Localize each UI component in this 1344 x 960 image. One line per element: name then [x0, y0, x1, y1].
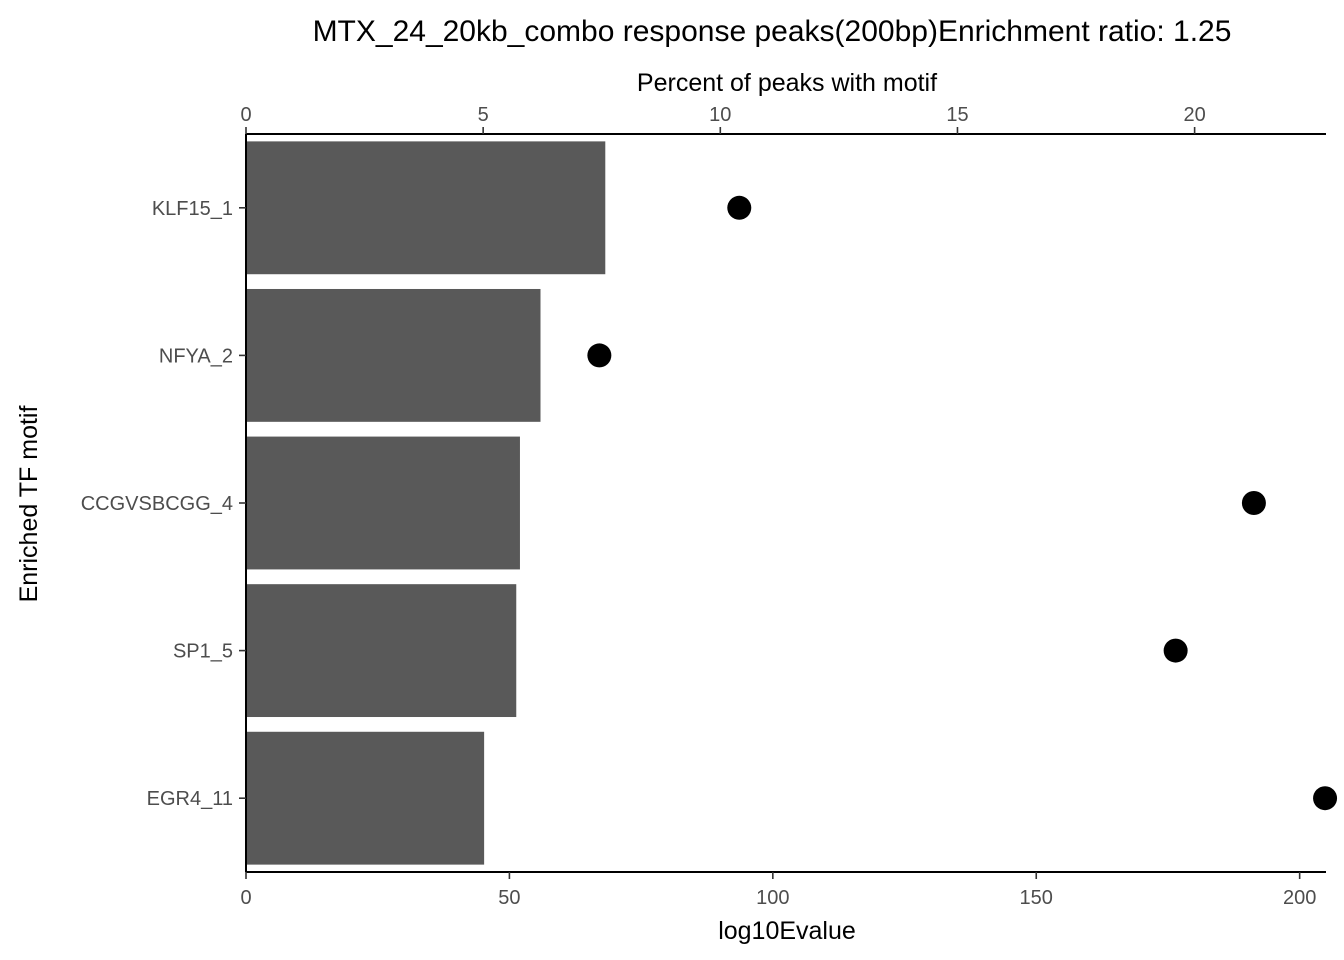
bar-nfya-2	[246, 288, 541, 422]
bottom-axis-tick-label: 100	[756, 887, 789, 909]
top-axis-tick-label: 20	[1183, 104, 1205, 126]
bar-klf15-1	[246, 141, 606, 275]
point-klf15-1	[727, 195, 752, 220]
top-axis-tick-label: 5	[478, 104, 489, 126]
y-axis-tick-label: NFYA_2	[159, 345, 233, 367]
bottom-axis-tick-label: 200	[1283, 887, 1316, 909]
point-sp1-5	[1163, 638, 1188, 663]
bottom-axis-tick-label: 50	[498, 887, 520, 909]
top-axis-tick-label: 0	[240, 104, 251, 126]
y-axis-tick-label: EGR4_11	[147, 788, 233, 810]
bars-layer	[246, 141, 606, 865]
y-axis-tick-label: KLF15_1	[152, 198, 233, 220]
y-axis-tick-label: SP1_5	[173, 641, 233, 663]
points-layer	[587, 195, 1338, 811]
bar-sp1-5	[246, 584, 517, 718]
bottom-axis-tick-label: 150	[1020, 887, 1053, 909]
y-axis-tick-label: CCGVSBCGG_4	[81, 493, 233, 515]
top-axis-tick-label: 15	[946, 104, 968, 126]
point-ccgvsbcgg-4	[1241, 491, 1266, 515]
point-nfya-2	[587, 343, 612, 368]
bar-ccgvsbcgg-4	[246, 436, 520, 570]
axes-layer: 0 50 100 150 200 0 5 10 15 20 KLF15_1 NFYA_2 CCGVSBC…	[81, 104, 1326, 909]
point-egr4-11	[1313, 786, 1338, 811]
top-axis-title: Percent of peaks with motif	[637, 69, 937, 97]
y-axis-title: Enriched TF motif	[15, 406, 43, 603]
top-axis-tick-label: 10	[709, 104, 731, 126]
chart-title: MTX_24_20kb_combo response peaks(200bp)E…	[313, 15, 1232, 48]
bottom-axis-tick-label: 0	[240, 887, 251, 909]
bottom-axis-title: log10Evalue	[718, 917, 856, 945]
bar-egr4-11	[246, 731, 485, 865]
